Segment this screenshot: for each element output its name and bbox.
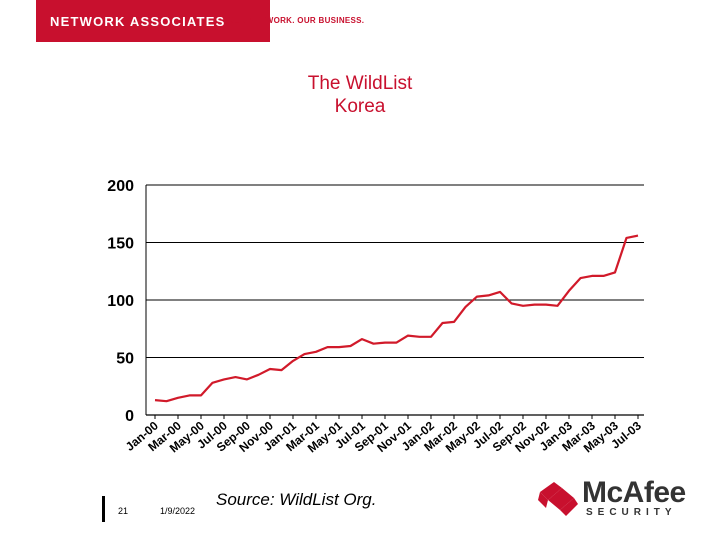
y-tick-label: 0 xyxy=(125,408,134,425)
mcafee-shield-icon xyxy=(538,482,578,516)
footer-divider xyxy=(102,496,105,522)
logo-name: McAfee xyxy=(582,476,686,509)
brand-name: NETWORK ASSOCIATES xyxy=(50,14,226,29)
slide-date: 1/9/2022 xyxy=(160,506,196,516)
y-tick-label: 150 xyxy=(107,236,134,253)
page-number: 21 xyxy=(118,506,129,516)
series-line xyxy=(154,234,639,403)
y-tick-label: 100 xyxy=(107,293,134,310)
source-note: Source: WildList Org. xyxy=(216,490,377,509)
y-tick-label: 200 xyxy=(107,178,134,195)
chart-title: The WildList xyxy=(307,73,413,94)
chart-subtitle: Korea xyxy=(334,96,386,117)
brand-banner: NETWORK ASSOCIATES xyxy=(36,0,270,42)
y-tick-label: 50 xyxy=(116,351,134,368)
mcafee-logo: McAfee SECURITY xyxy=(536,476,686,520)
logo-subtitle: SECURITY xyxy=(586,507,677,518)
brand-tagline: YOUR NETWORK. OUR BUSINESS. xyxy=(222,16,365,25)
